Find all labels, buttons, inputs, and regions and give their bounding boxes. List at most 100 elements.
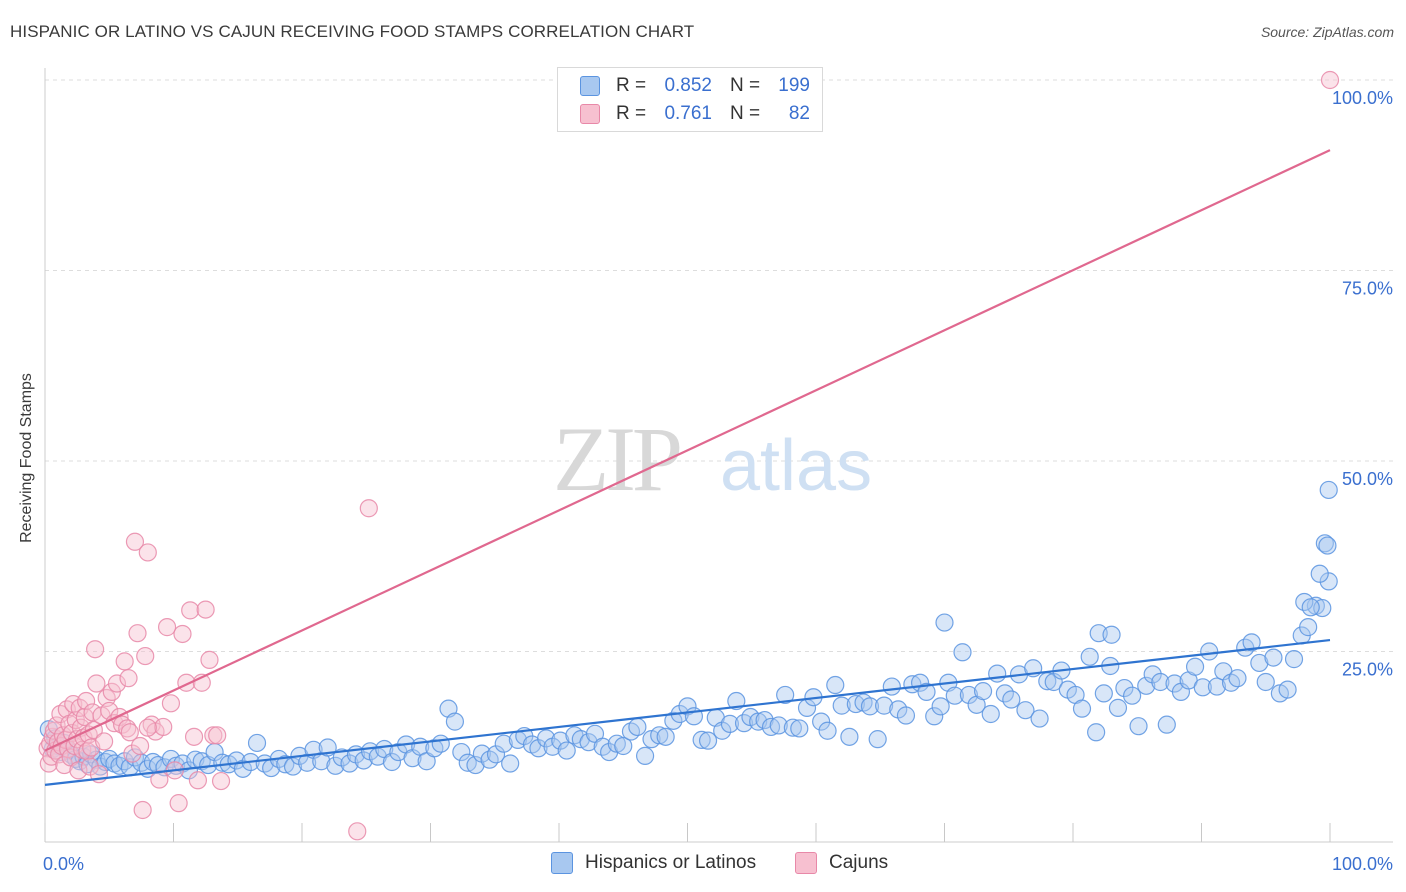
r-label: R = [616, 75, 647, 96]
cajun-point [138, 543, 157, 562]
cajun-point [211, 771, 231, 791]
y-tick-label: 100.0% [1332, 88, 1393, 108]
hispanic-point [1200, 642, 1219, 661]
hispanic-point [832, 696, 851, 715]
hispanic-point [826, 675, 845, 695]
hispanic-point [896, 706, 916, 725]
hispanic-point [247, 733, 267, 753]
watermark-atlas: atlas [720, 426, 872, 506]
hispanic-point [1151, 672, 1170, 692]
x-tick-label: 100.0% [1332, 854, 1393, 874]
cajun-point [173, 624, 192, 644]
hispanic-point [213, 753, 232, 772]
cajun-point [86, 640, 105, 659]
cajun-point [123, 744, 142, 763]
hispanic-point [846, 694, 865, 714]
hispanic-point [1264, 648, 1283, 667]
cajun-point [184, 727, 204, 746]
n-value: 82 [788, 103, 810, 124]
watermark-zip: ZIP [553, 408, 680, 510]
cajun-point [1320, 70, 1340, 90]
cajun-point [125, 532, 145, 551]
hispanic-point [875, 696, 894, 715]
hispanic-point [664, 711, 683, 730]
hispanic-point [755, 710, 774, 730]
hispanic-point [1310, 564, 1329, 583]
hispanic-point [1228, 669, 1247, 688]
hispanic-point [790, 719, 809, 738]
y-tick-label: 25.0% [1342, 660, 1393, 680]
cajun-point [138, 718, 157, 737]
cajun-point [69, 761, 88, 780]
hispanic-point [776, 685, 795, 705]
cajun-point [136, 646, 155, 666]
cajun-point [181, 601, 200, 620]
n-label: N = [730, 103, 761, 124]
hispanic-point [1072, 699, 1092, 718]
hispanic-point [1319, 480, 1338, 500]
cajun-point [107, 674, 127, 693]
n-value: 199 [778, 75, 810, 96]
hispanic-point [925, 707, 944, 726]
cajun-point [115, 652, 134, 671]
r-value: 0.761 [664, 103, 712, 124]
cajun-point [130, 736, 150, 756]
hispanic-point [1030, 709, 1049, 728]
hispanic-point [656, 727, 675, 746]
r-label: R = [616, 103, 647, 124]
cajun-point [169, 794, 188, 813]
hispanic-point [713, 721, 732, 740]
hispanic-point [1087, 723, 1106, 742]
cajun-point [208, 726, 227, 745]
hispanic-point [557, 741, 576, 760]
hispanic-point [431, 734, 450, 753]
hispanic-point [812, 712, 831, 731]
hispanic-point [1318, 536, 1337, 555]
hispanic-point [1278, 680, 1297, 699]
hispanic-point [445, 712, 465, 731]
cajun-point [128, 624, 147, 643]
hispanic-point [494, 734, 513, 753]
hispanic-point [818, 721, 837, 740]
hispanic-point [1299, 618, 1318, 637]
hispanic-point [1002, 690, 1021, 709]
cajun-point [204, 726, 223, 745]
hispanic-point [628, 717, 647, 737]
hispanic-point [340, 754, 359, 773]
hispanic-point [1115, 678, 1134, 698]
series-legend: Hispanics or Latinos Cajuns [0, 852, 1406, 878]
hispanic-point [917, 682, 936, 701]
hispanic-point [935, 613, 954, 632]
hispanic-point [143, 752, 163, 772]
hispanic-point [1137, 676, 1156, 695]
hispanic-point [1256, 672, 1275, 692]
hispanic-point [1157, 715, 1176, 734]
legend-item-cajuns: Cajuns [795, 852, 888, 874]
hispanic-point [1301, 598, 1320, 617]
hispanic-point [283, 757, 303, 776]
hispanic-point [650, 726, 669, 745]
hispanic-point [945, 686, 964, 705]
chart-title: HISPANIC OR LATINO VS CAJUN RECEIVING FO… [10, 22, 695, 41]
hispanic-point [233, 759, 252, 778]
cajun-point [95, 732, 114, 751]
hispanic-point [1284, 650, 1304, 669]
cajun-trend-line [44, 149, 1331, 752]
cajun-point [196, 600, 215, 619]
hispanic-point [1094, 684, 1113, 703]
hispanic-point [769, 716, 788, 735]
cajun-point [157, 618, 177, 637]
hispanic-trend-line [44, 638, 1331, 786]
hispanic-point [678, 697, 697, 716]
hispanic-point [1242, 633, 1261, 652]
hispanic-point [840, 727, 859, 746]
hispanic-point [614, 736, 633, 756]
hispanic-point [452, 742, 471, 762]
x-tick-label: 0.0% [43, 854, 84, 874]
hispanic-point [692, 730, 711, 749]
cajun-point [77, 691, 96, 711]
legend-label-cajuns: Cajuns [829, 852, 889, 873]
hispanic-point [1193, 678, 1212, 697]
legend-label-hispanics: Hispanics or Latinos [585, 852, 757, 873]
